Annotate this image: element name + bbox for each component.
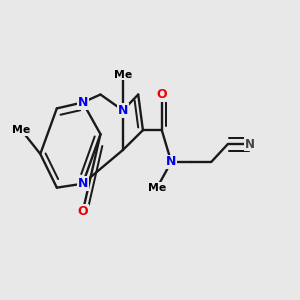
- Text: N: N: [78, 96, 88, 109]
- Text: N: N: [245, 138, 255, 151]
- Text: N: N: [166, 155, 176, 168]
- Text: O: O: [77, 205, 88, 218]
- Text: Me: Me: [148, 183, 166, 193]
- Text: Me: Me: [12, 125, 31, 135]
- Text: N: N: [118, 104, 128, 117]
- Text: N: N: [78, 177, 88, 190]
- Text: O: O: [157, 88, 167, 101]
- Text: Me: Me: [114, 70, 132, 80]
